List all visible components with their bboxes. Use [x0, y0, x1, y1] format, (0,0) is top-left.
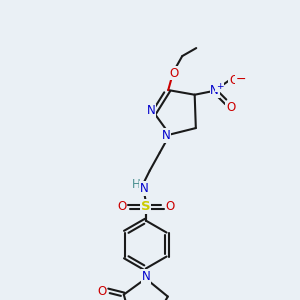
- Text: O: O: [97, 285, 106, 298]
- Text: N: N: [210, 84, 219, 97]
- Text: N: N: [161, 129, 170, 142]
- Text: N: N: [147, 104, 155, 117]
- Text: H: H: [131, 178, 140, 191]
- Text: O: O: [226, 101, 235, 114]
- Text: N: N: [140, 182, 148, 195]
- Text: O: O: [165, 200, 174, 213]
- Text: S: S: [141, 200, 151, 213]
- Text: O: O: [117, 200, 126, 213]
- Text: O: O: [169, 67, 179, 80]
- Text: −: −: [236, 73, 246, 86]
- Text: O: O: [229, 74, 238, 87]
- Text: N: N: [141, 270, 150, 283]
- Text: +: +: [216, 82, 224, 91]
